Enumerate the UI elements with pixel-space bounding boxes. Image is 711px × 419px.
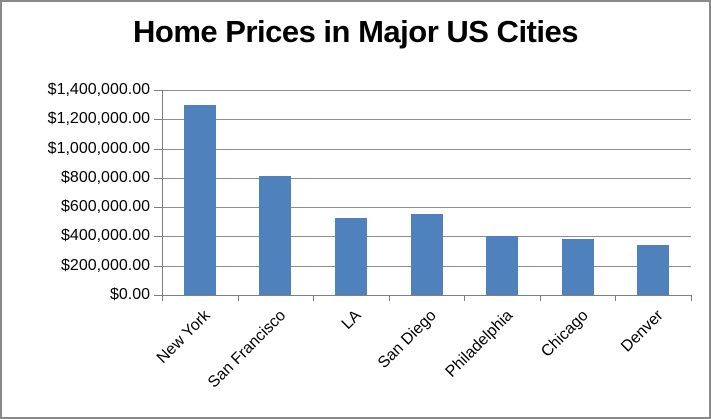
x-axis-tick bbox=[162, 295, 163, 301]
x-axis-tick bbox=[691, 295, 692, 301]
bar-san-diego bbox=[411, 214, 443, 295]
bar-denver bbox=[637, 245, 669, 295]
y-axis-tick bbox=[154, 295, 162, 296]
y-axis-tick-label: $1,200,000.00 bbox=[47, 110, 150, 127]
y-axis-tick-label: $0.00 bbox=[109, 286, 150, 303]
y-axis-tick-label: $800,000.00 bbox=[61, 169, 150, 186]
y-axis-tick bbox=[154, 236, 162, 237]
bar-chicago bbox=[562, 239, 594, 295]
x-axis-line bbox=[162, 295, 692, 296]
x-axis-tick-label: Chicago bbox=[538, 307, 593, 361]
x-axis-tick bbox=[615, 295, 616, 301]
bar-la bbox=[335, 218, 367, 295]
y-axis-tick-label: $200,000.00 bbox=[61, 257, 150, 274]
y-axis-tick bbox=[154, 119, 162, 120]
y-axis-tick-label: $400,000.00 bbox=[61, 227, 150, 244]
y-axis-tick bbox=[154, 266, 162, 267]
bar-philadelphia bbox=[486, 236, 518, 295]
y-axis-tick bbox=[154, 90, 162, 91]
gridline bbox=[162, 149, 691, 150]
y-axis-tick-label: $1,400,000.00 bbox=[47, 81, 150, 98]
x-axis-tick bbox=[238, 295, 239, 301]
bar-san-francisco bbox=[259, 176, 291, 295]
x-axis-tick-label: New York bbox=[154, 307, 215, 367]
x-axis-tick-label: Denver bbox=[618, 307, 668, 356]
y-axis-tick bbox=[154, 149, 162, 150]
y-axis-tick-label: $600,000.00 bbox=[61, 198, 150, 215]
chart-title: Home Prices in Major US Cities bbox=[133, 14, 578, 49]
x-axis-tick-label: LA bbox=[339, 307, 366, 333]
y-axis-tick bbox=[154, 207, 162, 208]
x-axis-tick bbox=[464, 295, 465, 301]
y-axis-tick-label: $1,000,000.00 bbox=[47, 140, 150, 157]
bar-new-york bbox=[184, 105, 216, 295]
gridline bbox=[162, 178, 691, 179]
gridline bbox=[162, 207, 691, 208]
y-axis-line bbox=[162, 90, 163, 295]
y-axis-tick bbox=[154, 178, 162, 179]
x-axis-tick-label: Philadelphia bbox=[442, 307, 517, 381]
x-axis-tick-label: San Francisco bbox=[204, 307, 290, 392]
x-axis-tick bbox=[389, 295, 390, 301]
x-axis-tick bbox=[313, 295, 314, 301]
x-axis-tick-label: San Diego bbox=[375, 307, 441, 372]
gridline bbox=[162, 119, 691, 120]
gridline bbox=[162, 90, 691, 91]
x-axis-tick bbox=[540, 295, 541, 301]
